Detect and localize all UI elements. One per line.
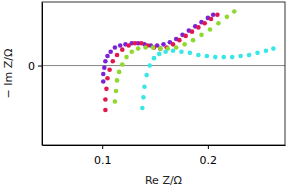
point xyxy=(158,46,163,51)
marks xyxy=(101,9,276,112)
tick-label: 0.1 xyxy=(94,154,112,167)
chart: 0.1 0.2 0 Re Z/Ω − Im Z/Ω xyxy=(0,0,289,192)
tick: 0 xyxy=(28,60,42,73)
point xyxy=(105,54,110,59)
point xyxy=(103,59,108,64)
plot: 0.1 0.2 0 xyxy=(28,2,286,167)
axis-line xyxy=(43,145,286,146)
grid-line xyxy=(42,65,285,66)
point xyxy=(124,55,129,60)
point xyxy=(117,70,122,75)
point xyxy=(130,49,135,54)
point xyxy=(230,55,235,60)
point xyxy=(202,21,207,26)
point xyxy=(158,46,163,51)
point xyxy=(191,38,196,43)
y-axis-title: − Im Z/Ω xyxy=(2,49,15,99)
point xyxy=(140,106,145,111)
point xyxy=(133,41,138,46)
point xyxy=(115,53,120,58)
point xyxy=(196,25,201,30)
y-axis: 0 xyxy=(28,3,43,146)
point xyxy=(139,41,144,46)
point xyxy=(215,12,220,17)
point xyxy=(107,67,112,72)
point xyxy=(205,54,210,59)
point xyxy=(183,34,188,39)
point xyxy=(105,76,110,81)
point xyxy=(120,62,125,67)
tick-label: 0 xyxy=(28,60,35,73)
point xyxy=(101,72,106,77)
point xyxy=(238,54,243,59)
point xyxy=(136,46,141,51)
point xyxy=(104,87,109,92)
point xyxy=(271,46,276,51)
point xyxy=(143,45,148,50)
grid xyxy=(42,65,285,66)
point xyxy=(101,79,106,84)
point xyxy=(157,52,162,57)
point xyxy=(120,47,125,52)
point xyxy=(103,97,108,102)
point xyxy=(196,53,201,58)
point xyxy=(113,45,118,50)
point xyxy=(216,21,221,26)
point xyxy=(221,55,226,60)
point xyxy=(108,49,113,54)
x-axis-title: Re Z/Ω xyxy=(145,174,182,187)
x-axis: 0.1 0.2 xyxy=(43,145,286,167)
point xyxy=(232,9,237,14)
frame xyxy=(42,2,285,145)
point xyxy=(213,55,218,60)
tick-mark xyxy=(102,145,103,149)
point xyxy=(209,17,214,22)
point xyxy=(102,65,107,70)
point xyxy=(171,48,176,53)
point xyxy=(177,38,182,43)
point xyxy=(126,43,131,48)
point xyxy=(103,108,108,113)
point xyxy=(190,29,195,34)
point xyxy=(179,49,184,54)
tick: 0.2 xyxy=(200,145,218,167)
point xyxy=(255,51,260,56)
point xyxy=(144,73,149,78)
point xyxy=(182,42,187,47)
point xyxy=(113,99,118,104)
point xyxy=(163,49,168,54)
point xyxy=(115,78,120,83)
tick: 0.1 xyxy=(94,145,112,167)
point xyxy=(147,63,152,68)
point xyxy=(247,53,252,58)
point xyxy=(225,15,230,20)
series xyxy=(113,9,237,104)
point xyxy=(152,56,157,61)
point xyxy=(141,95,146,100)
tick-mark xyxy=(208,145,209,149)
series xyxy=(101,12,215,83)
point xyxy=(199,33,204,38)
series xyxy=(103,12,220,112)
series xyxy=(140,46,276,110)
axis-line xyxy=(42,3,43,146)
tick-label: 0.2 xyxy=(200,154,218,167)
point xyxy=(114,89,119,94)
point xyxy=(264,48,269,53)
point xyxy=(110,59,115,64)
point xyxy=(208,27,213,32)
tick-mark xyxy=(38,66,42,67)
point xyxy=(188,51,193,56)
point xyxy=(118,43,123,48)
point xyxy=(211,12,216,17)
point xyxy=(142,84,147,89)
point xyxy=(151,45,156,50)
